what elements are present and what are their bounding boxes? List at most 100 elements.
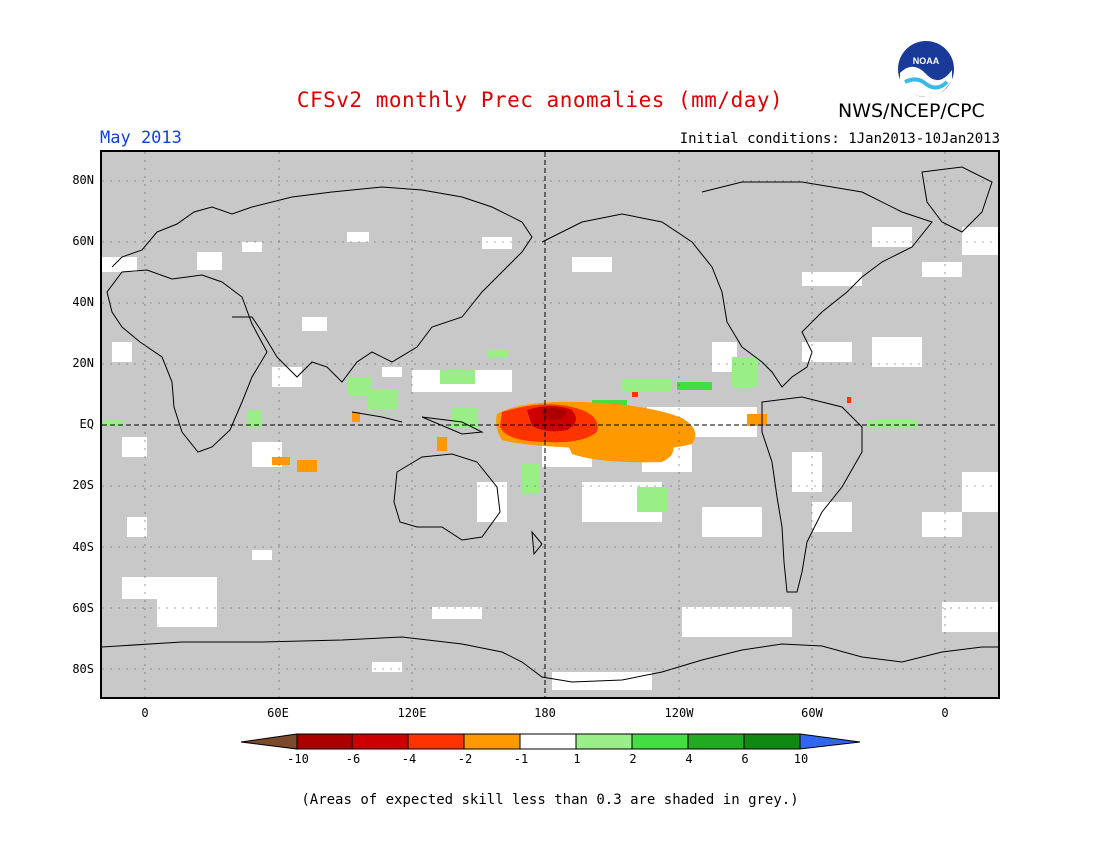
colorbar-label: 6: [741, 752, 749, 766]
neutral-patch: [682, 607, 792, 637]
south-america-coastline: [761, 396, 863, 593]
neutral-patch: [302, 317, 327, 331]
colorbar-label: 10: [793, 752, 809, 766]
europe-coastline: [111, 206, 253, 268]
colorbar: [240, 733, 861, 750]
lon-label-0-east: 0: [941, 706, 949, 720]
neutral-patch: [477, 482, 507, 522]
neutral-patch: [792, 452, 822, 492]
neutral-patch: [872, 227, 912, 247]
dry-patch: [632, 392, 638, 397]
neutral-patch: [197, 252, 222, 270]
wet-patch: [637, 487, 667, 512]
neutral-patch: [372, 662, 402, 672]
wet-patch: [452, 407, 477, 427]
lon-label-120w: 120W: [664, 706, 694, 720]
lon-label-120e: 120E: [397, 706, 427, 720]
australia-coastline: [393, 453, 501, 541]
neutral-patch: [347, 232, 369, 242]
africa-coastline: [106, 269, 268, 453]
anomaly-map: [102, 152, 998, 697]
lon-label-60e: 60E: [267, 706, 289, 720]
neutral-patch: [102, 257, 137, 272]
antarctica-coastline: [102, 636, 998, 683]
lat-label-eq: EQ: [79, 417, 94, 431]
neutral-patch: [922, 512, 962, 537]
neutral-patch: [122, 437, 147, 457]
wet-patch: [347, 377, 372, 395]
colorbar-swatch: [575, 733, 633, 750]
colorbar-label: 4: [685, 752, 693, 766]
colorbar-label: -1: [513, 752, 529, 766]
new-guinea-coastline: [421, 416, 484, 435]
wet-patch: [103, 420, 123, 426]
neutral-patch: [157, 597, 217, 627]
neutral-patch: [702, 507, 762, 537]
lat-label-60n: 60N: [72, 234, 94, 248]
wet-anomaly-regions: [103, 350, 917, 512]
dry-patch: [847, 397, 851, 403]
neutral-patch: [962, 227, 998, 255]
colorbar-label: -2: [457, 752, 473, 766]
lat-label-80n: 80N: [72, 173, 94, 187]
wet-patch: [487, 350, 507, 358]
dry-patch: [542, 408, 567, 420]
wet-patch: [440, 370, 475, 384]
lat-label-20n: 20N: [72, 356, 94, 370]
lat-label-40s: 40S: [72, 540, 94, 554]
greenland-coastline: [921, 166, 993, 233]
new-zealand-coastline: [531, 530, 543, 556]
colorbar-label: -4: [401, 752, 417, 766]
lat-label-80s: 80S: [72, 662, 94, 676]
dry-patch: [437, 437, 447, 451]
neutral-patch: [802, 272, 862, 286]
colorbar-swatch: [407, 733, 465, 750]
indonesia-coastline: [351, 411, 403, 423]
lat-label-20s: 20S: [72, 478, 94, 492]
neutral-patch: [112, 342, 132, 362]
colorbar-swatch: [519, 733, 577, 750]
noaa-logo-text: NOAA: [913, 56, 940, 66]
neutral-patch: [962, 472, 998, 512]
neutral-patch: [122, 577, 217, 599]
neutral-patch: [382, 367, 402, 377]
neutral-patch: [922, 262, 962, 277]
colorbar-swatch: [687, 733, 745, 750]
neutral-patch: [812, 502, 852, 532]
agency-label: NWS/NCEP/CPC: [838, 100, 985, 122]
asia-coastline: [232, 186, 533, 383]
map-title: CFSv2 monthly Prec anomalies (mm/day): [0, 88, 1100, 112]
neutral-anomaly-regions: [102, 227, 998, 690]
colorbar-swatch: [631, 733, 689, 750]
lat-label-40n: 40N: [72, 295, 94, 309]
colorbar-swatch: [743, 733, 801, 750]
lon-label-180: 180: [534, 706, 556, 720]
month-label: May 2013: [100, 128, 182, 148]
wet-patch: [367, 390, 397, 410]
colorbar-label: -6: [345, 752, 361, 766]
coastlines: [102, 166, 998, 683]
dry-patch: [272, 457, 290, 465]
map-title-text: CFSv2 monthly Prec anomalies (mm/day): [296, 88, 784, 112]
wet-patch: [247, 410, 262, 428]
dry-patch: [352, 412, 360, 422]
wet-patch: [622, 380, 672, 392]
wet-patch: [677, 382, 712, 390]
neutral-patch: [572, 257, 612, 272]
colorbar-swatch: [240, 733, 298, 750]
dry-patch: [562, 430, 674, 463]
colorbar-label: 2: [629, 752, 637, 766]
dry-patch: [297, 460, 317, 472]
noaa-logo: NOAA: [898, 41, 954, 98]
colorbar-swatch: [799, 733, 861, 750]
colorbar-swatch: [351, 733, 409, 750]
lon-label-0: 0: [141, 706, 149, 720]
colorbar-label: -10: [287, 752, 309, 766]
neutral-patch: [872, 337, 922, 367]
colorbar-swatch: [296, 733, 353, 750]
wet-patch: [732, 357, 757, 387]
wet-patch: [867, 420, 917, 428]
neutral-patch: [272, 367, 302, 387]
skill-footnote: (Areas of expected skill less than 0.3 a…: [301, 792, 799, 808]
dry-anomaly-regions: [272, 392, 851, 472]
